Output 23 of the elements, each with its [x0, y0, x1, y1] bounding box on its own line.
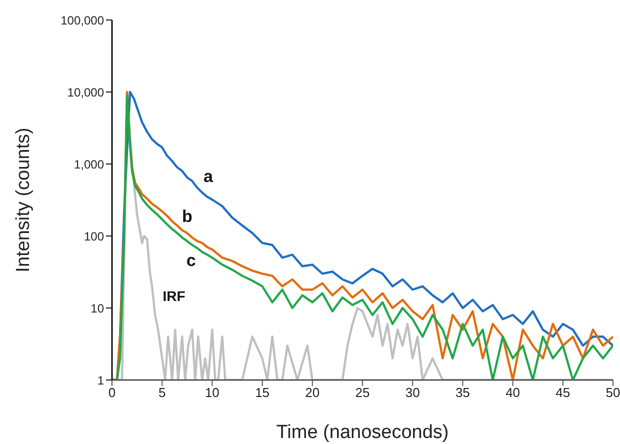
annotation: a — [203, 166, 213, 187]
y-tick-label: 10,000 — [67, 85, 104, 100]
y-tick-label: 1,000 — [74, 157, 104, 172]
x-axis-title: Time (nanoseconds) — [276, 422, 449, 443]
x-tick-label: 50 — [606, 385, 620, 400]
y-tick-label: 100,000 — [60, 13, 104, 28]
annotation: b — [182, 207, 192, 228]
y-tick-label: 10 — [90, 301, 104, 316]
y-tick-label: 100 — [84, 229, 104, 244]
y-axis-title: Intensity (counts) — [13, 128, 35, 272]
x-tick-label: 35 — [455, 385, 470, 400]
x-tick-label: 40 — [506, 385, 520, 400]
x-tick-label: 15 — [255, 385, 270, 400]
y-tick-label: 1 — [97, 373, 104, 388]
x-tick-label: 5 — [158, 385, 166, 400]
x-tick-label: 20 — [305, 385, 320, 400]
annotation: IRF — [162, 288, 186, 304]
x-tick-label: 30 — [405, 385, 420, 400]
x-tick-label: 0 — [108, 385, 116, 400]
annotation: c — [186, 251, 196, 272]
x-tick-label: 25 — [355, 385, 370, 400]
x-tick-label: 45 — [556, 385, 570, 400]
x-tick-label: 10 — [204, 385, 220, 400]
